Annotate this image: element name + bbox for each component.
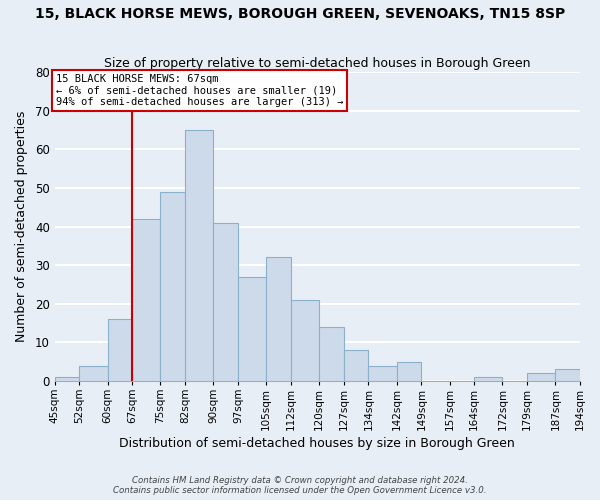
Bar [291,300,319,381]
Bar [527,374,556,381]
Bar [266,258,291,381]
Bar [132,219,160,381]
Bar [319,327,344,381]
Text: Contains HM Land Registry data © Crown copyright and database right 2024.
Contai: Contains HM Land Registry data © Crown c… [113,476,487,495]
Bar [107,319,132,381]
Bar [344,350,368,381]
Bar [185,130,214,381]
Bar [474,377,502,381]
X-axis label: Distribution of semi-detached houses by size in Borough Green: Distribution of semi-detached houses by … [119,437,515,450]
Bar [79,366,107,381]
Bar [214,222,238,381]
Bar [397,362,421,381]
Bar [55,377,79,381]
Text: 15 BLACK HORSE MEWS: 67sqm
← 6% of semi-detached houses are smaller (19)
94% of : 15 BLACK HORSE MEWS: 67sqm ← 6% of semi-… [56,74,343,107]
Text: 15, BLACK HORSE MEWS, BOROUGH GREEN, SEVENOAKS, TN15 8SP: 15, BLACK HORSE MEWS, BOROUGH GREEN, SEV… [35,8,565,22]
Bar [160,192,185,381]
Bar [556,370,580,381]
Title: Size of property relative to semi-detached houses in Borough Green: Size of property relative to semi-detach… [104,56,530,70]
Y-axis label: Number of semi-detached properties: Number of semi-detached properties [15,111,28,342]
Bar [368,366,397,381]
Bar [238,276,266,381]
